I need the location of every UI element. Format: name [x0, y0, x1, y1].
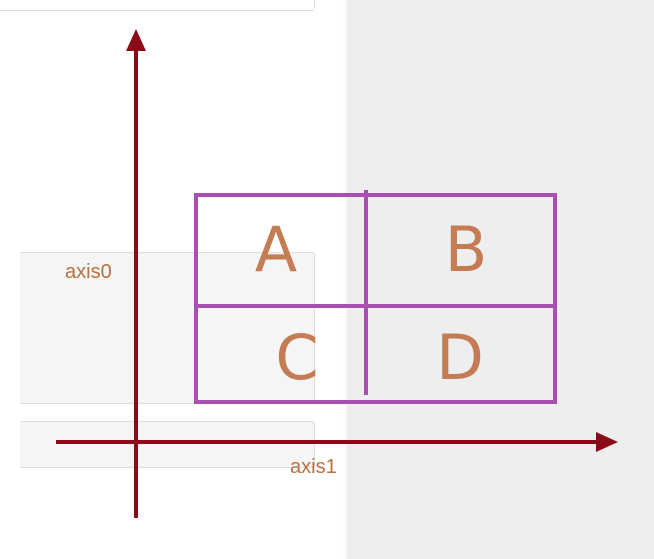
right-panel — [347, 0, 654, 559]
axis0-arrowhead — [126, 29, 146, 51]
cell-b-label: B — [445, 213, 488, 286]
axis0-label: axis0 — [65, 261, 112, 283]
axis1-label: axis1 — [290, 456, 337, 478]
cell-grid — [194, 190, 557, 404]
background-card-top — [0, 0, 315, 11]
cell-a-label: A — [255, 213, 297, 286]
background-card-middle — [20, 252, 315, 404]
cell-d-label: D — [436, 321, 484, 394]
background-card-bottom — [20, 421, 315, 468]
axis1-arrowhead — [596, 432, 618, 452]
grid-outline — [194, 193, 557, 404]
cell-c-label: C — [275, 321, 318, 394]
